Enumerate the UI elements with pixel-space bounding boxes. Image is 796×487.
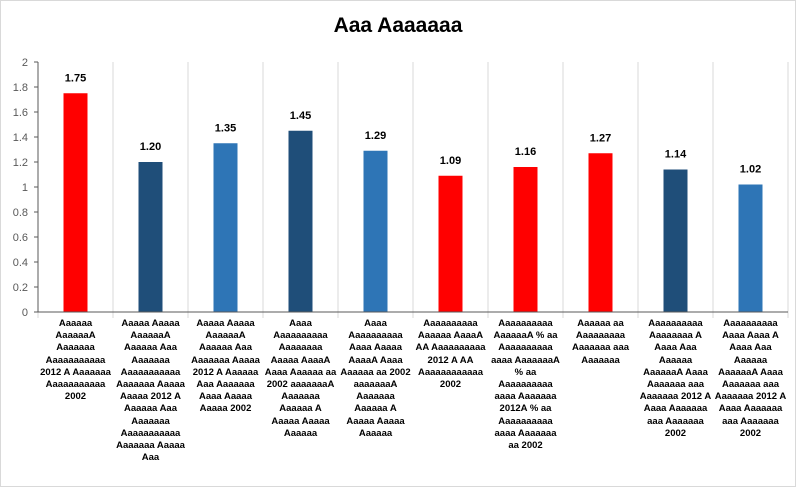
data-label: 1.35	[215, 122, 236, 134]
y-tick-label: 1.8	[13, 82, 28, 94]
bar	[588, 153, 613, 312]
x-tick-label: Aaaaaaaaaa Aaaa Aaaa A Aaaa Aaa Aaaaaa A…	[714, 318, 787, 439]
data-label: 1.27	[590, 132, 611, 144]
x-tick-label: Aaaaaaaaaa Aaaaaaaa A Aaaa Aaa Aaaaaa Aa…	[639, 318, 712, 439]
y-tick-label: 1.6	[13, 107, 28, 119]
data-label: 1.09	[440, 155, 461, 167]
bar	[288, 130, 313, 312]
bar	[63, 93, 88, 312]
y-tick-label: 0.2	[13, 282, 28, 294]
x-tick-label: Aaaaaa AaaaaaA Aaaaaaa Aaaaaaaaaaa 2012 …	[40, 318, 111, 403]
bar	[513, 167, 538, 312]
data-label: 1.45	[290, 110, 311, 122]
bar	[363, 150, 388, 312]
y-tick-label: 0	[22, 307, 28, 319]
x-tick-label: Aaaa Aaaaaaaaaa Aaaaaaaa Aaaaa AaaaA Aaa…	[264, 318, 337, 439]
y-tick-label: 0.8	[13, 207, 28, 219]
x-tick-label: Aaaaa Aaaaa AaaaaaA Aaaaaa Aaa Aaaaaaa A…	[116, 318, 185, 464]
data-label: 1.14	[665, 149, 687, 161]
bar	[213, 143, 238, 312]
bar	[663, 169, 688, 312]
x-tick-label: Aaaaaaaaaa Aaaaaa AaaaA AA Aaaaaaaaaa 20…	[415, 318, 486, 391]
x-tick-label: Aaaa Aaaaaaaaaa Aaaa Aaaaa AaaaA Aaaa Aa…	[340, 318, 411, 439]
data-label: 1.29	[365, 130, 386, 142]
bar	[738, 184, 763, 312]
y-tick-label: 0.4	[13, 257, 28, 269]
data-label: 1.75	[65, 72, 86, 84]
y-tick-label: 2	[22, 57, 28, 69]
data-label: 1.02	[740, 164, 761, 176]
y-tick-label: 1.2	[13, 157, 28, 169]
x-tick-label: Aaaaaa aa Aaaaaaaaa Aaaaaaa aaa Aaaaaaa	[571, 318, 630, 366]
bar	[438, 175, 463, 312]
y-tick-label: 1	[22, 182, 28, 194]
bar	[138, 162, 163, 312]
y-tick-label: 1.4	[13, 132, 28, 144]
x-tick-label: Aaaaa Aaaaa AaaaaaA Aaaaaa Aaa Aaaaaaa A…	[191, 318, 260, 415]
chart-title: Aaa Aaaaaaa	[333, 14, 463, 37]
data-label: 1.16	[515, 146, 536, 158]
y-tick-label: 0.6	[13, 232, 28, 244]
data-label: 1.20	[140, 141, 161, 153]
x-tick-label: Aaaaaaaaaa AaaaaaA % aa Aaaaaaaaaa aaaa …	[491, 318, 560, 452]
